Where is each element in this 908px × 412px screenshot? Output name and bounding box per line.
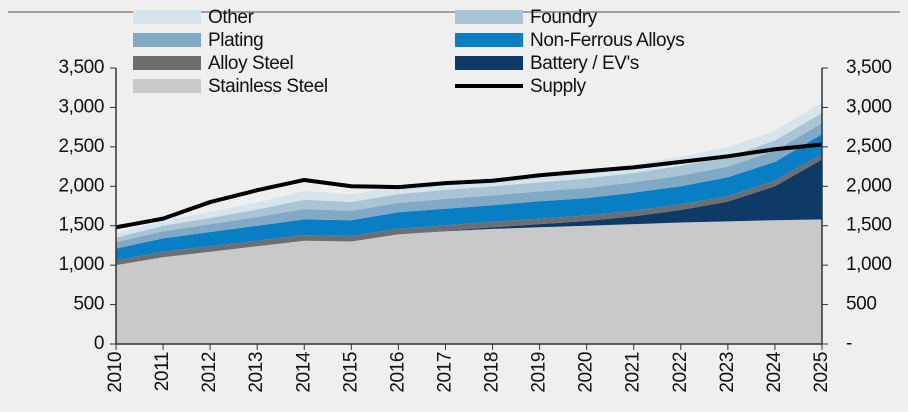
legend-label: Alloy Steel (208, 53, 293, 74)
legend-swatch (133, 33, 201, 47)
y-tick-label: 2,000 (58, 175, 104, 196)
x-tick-label: 2022 (670, 352, 691, 393)
y-tick-label: 1,500 (58, 215, 104, 236)
y2-tick-label: 1,500 (846, 215, 892, 236)
x-tick-label: 2025 (811, 352, 832, 393)
x-tick-label: 2015 (340, 352, 361, 393)
x-tick-label: 2010 (105, 352, 126, 393)
x-tick-label: 2020 (576, 352, 597, 393)
legend-label: Supply (530, 76, 587, 97)
y2-tick-label: 2,500 (846, 136, 892, 157)
x-tick-label: 2017 (434, 352, 455, 393)
x-tick-label: 2018 (482, 352, 503, 393)
y2-tick-label: 500 (846, 294, 877, 315)
y2-tick-label: - (846, 333, 852, 354)
y2-tick-label: 1,000 (846, 254, 892, 275)
legend-label: Plating (208, 30, 263, 51)
area (116, 123, 822, 249)
area (116, 112, 822, 243)
x-tick-label: 2014 (293, 351, 314, 393)
x-tick-label: 2024 (764, 351, 785, 393)
x-tick-label: 2019 (529, 352, 550, 393)
area (116, 159, 822, 266)
area (116, 134, 822, 261)
x-tick-label: 2012 (199, 352, 220, 393)
y-tick-label: 3,500 (58, 57, 104, 78)
legend-swatch (133, 56, 201, 70)
x-tick-label: 2011 (152, 352, 173, 391)
legend-label: Other (208, 7, 255, 28)
legend-swatch (455, 56, 523, 70)
y-tick-label: 1,000 (58, 254, 104, 275)
supply-line (115, 142, 823, 230)
legend-label: Stainless Steel (208, 76, 328, 97)
x-tick-label: 2021 (623, 352, 644, 393)
y-tick-label: 500 (73, 294, 104, 315)
x-tick-label: 2013 (246, 352, 267, 393)
legend-label: Battery / EV's (530, 53, 639, 74)
legend-label: Foundry (530, 7, 598, 28)
y2-tick-label: 3,500 (846, 57, 892, 78)
legend-label: Non-Ferrous Alloys (530, 30, 684, 51)
legend-swatch (455, 10, 523, 24)
y2-tick-label: 2,000 (846, 175, 892, 196)
x-tick-label: 2016 (387, 352, 408, 393)
y-tick-label: 0 (94, 333, 104, 354)
y2-tick-label: 3,000 (846, 96, 892, 117)
y-tick-label: 2,500 (58, 136, 104, 157)
x-tick-label: 2023 (717, 352, 738, 393)
legend-swatch (455, 33, 523, 47)
legend-swatch (133, 79, 201, 93)
area (116, 153, 822, 266)
area (116, 219, 822, 344)
y-tick-label: 3,000 (58, 96, 104, 117)
legend-swatch (133, 10, 201, 24)
